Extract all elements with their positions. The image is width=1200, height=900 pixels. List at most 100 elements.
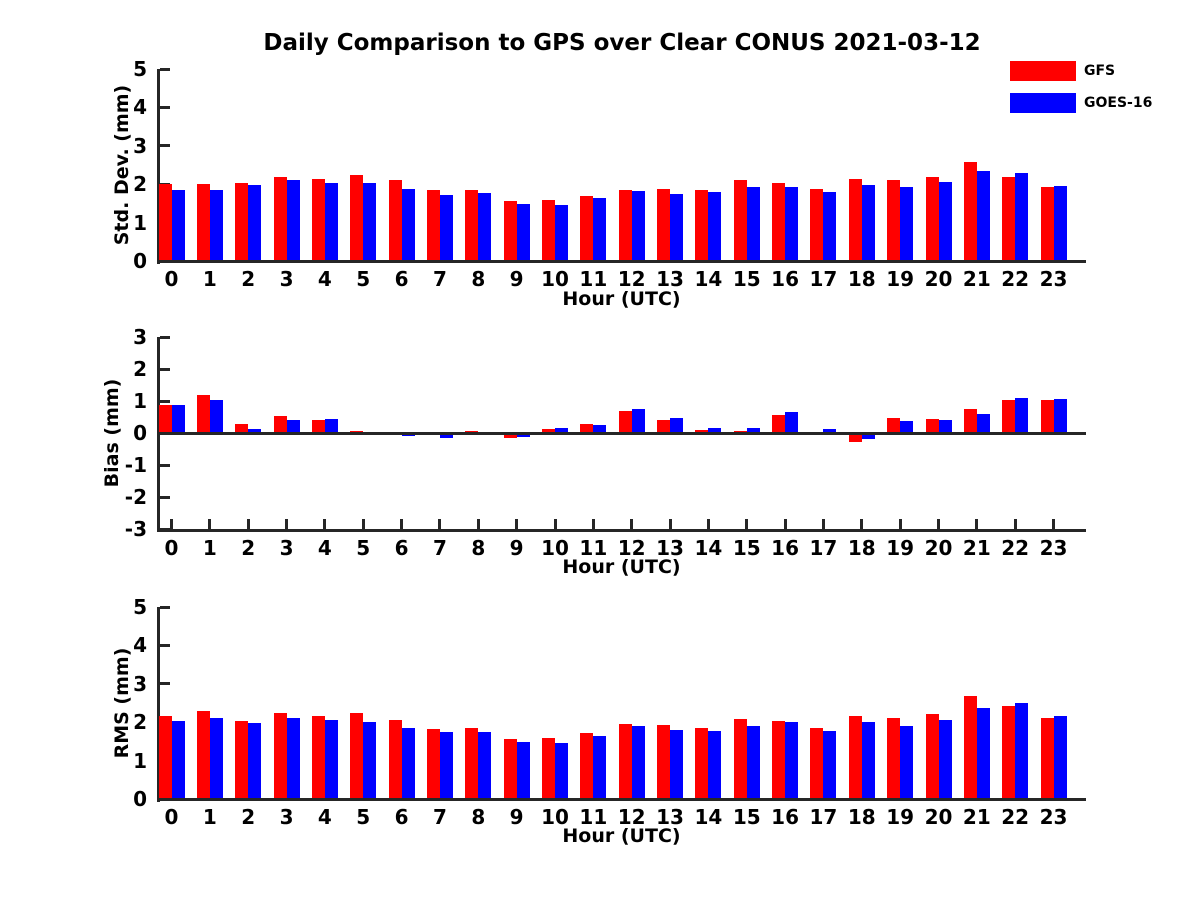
- x-tick-label: 11: [579, 267, 608, 291]
- bar-goes-16-hour-16: [785, 411, 799, 433]
- x-tick-label: 20: [924, 267, 953, 291]
- bar-goes-16-hour-1: [209, 718, 223, 799]
- bar-gfs-hour-2: [235, 424, 249, 433]
- bar-goes-16-hour-21: [976, 170, 990, 261]
- bar-goes-16-hour-21: [976, 707, 990, 799]
- x-tick-label: 10: [541, 267, 569, 291]
- y-tick: [160, 335, 170, 339]
- x-tick: [898, 519, 902, 529]
- bar-gfs-hour-6: [388, 719, 402, 799]
- bar-goes-16-hour-6: [401, 727, 415, 799]
- x-tick-label: 19: [886, 536, 915, 560]
- y-tick-label: 4: [133, 95, 147, 120]
- y-tick-label: 0: [133, 421, 147, 445]
- zero-line: [157, 259, 1086, 263]
- x-axis-label-rms: Hour (UTC): [562, 825, 681, 847]
- bar-goes-16-hour-15: [746, 726, 760, 799]
- x-tick-label: 13: [656, 536, 684, 560]
- bar-goes-16-hour-13: [670, 417, 684, 433]
- bar-gfs-hour-14: [695, 189, 709, 261]
- x-tick: [476, 519, 480, 529]
- bar-gfs-hour-18: [848, 178, 862, 261]
- bar-goes-16-hour-17: [823, 428, 837, 433]
- y-tick: [160, 643, 170, 647]
- x-tick-label: 13: [656, 267, 684, 291]
- bar-goes-16-hour-4: [324, 418, 338, 433]
- y-tick-label: 0: [133, 249, 147, 273]
- x-tick-label: 10: [541, 536, 569, 560]
- bar-gfs-hour-9: [503, 201, 517, 261]
- y-tick: [160, 399, 170, 403]
- x-tick-label: 18: [847, 536, 876, 560]
- bar-goes-16-hour-3: [286, 180, 300, 261]
- x-tick-label: 9: [509, 267, 524, 291]
- y-tick-label: 1: [133, 748, 147, 773]
- x-tick: [361, 519, 365, 529]
- bar-gfs-hour-17: [810, 188, 824, 261]
- x-tick-label: 4: [317, 536, 332, 560]
- y-axis-spine: [157, 337, 160, 532]
- bar-goes-16-hour-9: [516, 433, 530, 438]
- bar-goes-16-hour-1: [209, 189, 223, 261]
- y-tick-label: 2: [133, 710, 147, 735]
- legend-label-goes16: GOES-16: [1084, 95, 1153, 111]
- x-axis-spine: [157, 529, 1086, 532]
- x-tick-label: 17: [809, 267, 838, 291]
- bar-gfs-hour-3: [273, 416, 287, 433]
- bar-gfs-hour-5: [350, 174, 364, 261]
- bar-gfs-hour-12: [618, 410, 632, 433]
- x-tick: [170, 519, 173, 529]
- y-tick: [160, 463, 170, 467]
- bar-goes-16-hour-9: [516, 204, 530, 261]
- bar-goes-16-hour-2: [248, 723, 262, 799]
- y-axis-spine: [157, 69, 160, 264]
- bar-gfs-hour-18: [848, 716, 862, 799]
- bar-gfs-hour-4: [311, 716, 325, 799]
- bar-gfs-hour-23: [1040, 400, 1054, 433]
- x-tick: [783, 519, 787, 529]
- bar-goes-16-hour-11: [593, 735, 607, 799]
- bar-goes-16-hour-7: [439, 433, 453, 439]
- bar-gfs-hour-1: [196, 184, 210, 261]
- x-tick-label: 9: [509, 805, 524, 829]
- bar-goes-16-hour-23: [1053, 186, 1067, 261]
- y-tick-label: 2: [133, 172, 147, 197]
- y-tick: [160, 605, 170, 609]
- y-tick-label: 2: [133, 357, 147, 381]
- bar-gfs-hour-9: [503, 739, 517, 799]
- bar-gfs-hour-3: [273, 176, 287, 261]
- x-tick-label: 17: [809, 536, 838, 560]
- x-tick-label: 16: [771, 536, 800, 560]
- bar-goes-16-hour-8: [478, 192, 492, 261]
- x-tick-label: 22: [1001, 805, 1030, 829]
- x-tick-label: 20: [924, 805, 953, 829]
- bar-gfs-hour-21: [963, 409, 977, 433]
- bar-gfs-hour-2: [235, 183, 249, 261]
- x-tick-label: 8: [471, 536, 486, 560]
- y-tick-label: 1: [133, 210, 147, 235]
- x-tick-label: 23: [1039, 267, 1068, 291]
- bar-gfs-hour-10: [542, 429, 555, 433]
- legend-swatch-goes16-icon: [1010, 93, 1076, 113]
- bar-goes-16-hour-13: [670, 194, 684, 261]
- bar-gfs-hour-12: [618, 724, 632, 799]
- bar-gfs-hour-20: [925, 713, 939, 799]
- bar-gfs-hour-14: [695, 728, 709, 799]
- y-tick-label: 1: [133, 389, 147, 413]
- legend-swatch-gfs-icon: [1010, 61, 1076, 81]
- bar-goes-16-hour-7: [439, 194, 453, 261]
- x-tick-label: 1: [202, 267, 217, 291]
- x-tick-label: 12: [617, 267, 646, 291]
- x-tick: [630, 519, 634, 529]
- x-tick-label: 17: [809, 805, 838, 829]
- bar-goes-16-hour-5: [363, 722, 377, 799]
- bar-goes-16-hour-14: [708, 191, 722, 261]
- bar-goes-16-hour-15: [746, 186, 760, 261]
- chart-title: Daily Comparison to GPS over Clear CONUS…: [263, 30, 981, 56]
- bar-gfs-hour-4: [311, 420, 325, 433]
- x-tick-label: 2: [241, 267, 256, 291]
- x-tick: [1013, 519, 1017, 529]
- y-tick-label: 3: [133, 671, 147, 696]
- bar-goes-16-hour-16: [785, 722, 799, 799]
- x-tick-label: 13: [656, 805, 684, 829]
